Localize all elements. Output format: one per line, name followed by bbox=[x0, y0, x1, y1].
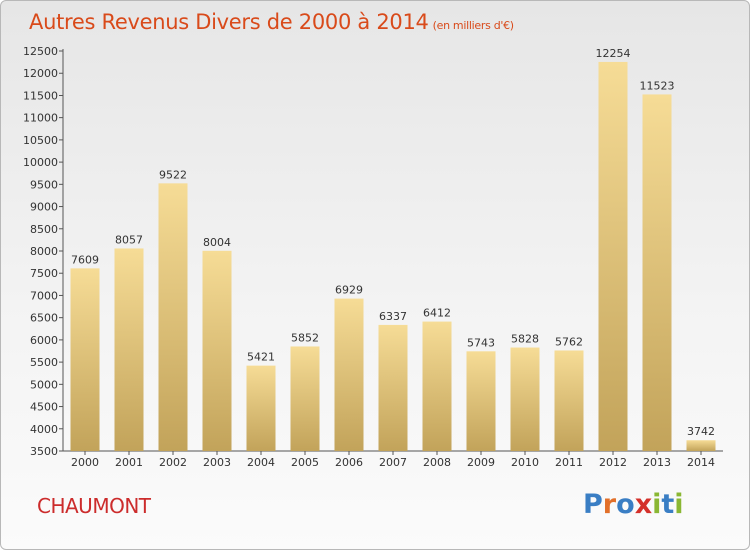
chart-title-text: Autres Revenus Divers de 2000 à 2014 bbox=[29, 10, 429, 34]
x-tick-label: 2004 bbox=[247, 456, 275, 469]
bar bbox=[686, 440, 716, 451]
y-tick-label: 6000 bbox=[30, 334, 58, 347]
bar-value-label: 6412 bbox=[423, 307, 451, 320]
x-tick-label: 2009 bbox=[467, 456, 495, 469]
bar bbox=[378, 324, 408, 451]
bar-value-label: 5762 bbox=[555, 335, 583, 348]
bar-value-label: 6337 bbox=[379, 310, 407, 323]
x-tick-label: 2013 bbox=[643, 456, 671, 469]
y-tick-label: 11500 bbox=[23, 89, 58, 102]
y-tick-label: 9500 bbox=[30, 178, 58, 191]
y-tick-label: 10000 bbox=[23, 156, 58, 169]
x-tick-label: 2011 bbox=[555, 456, 583, 469]
y-tick-label: 3500 bbox=[30, 445, 58, 458]
y-tick-label: 6500 bbox=[30, 312, 58, 325]
bar bbox=[202, 250, 232, 451]
bar-value-label: 3742 bbox=[687, 425, 715, 438]
bar-value-label: 8057 bbox=[115, 233, 143, 246]
bar bbox=[642, 94, 672, 451]
x-tick-label: 2002 bbox=[159, 456, 187, 469]
x-tick-label: 2012 bbox=[599, 456, 627, 469]
chart-title: Autres Revenus Divers de 2000 à 2014 (en … bbox=[29, 10, 514, 34]
bar-value-label: 9522 bbox=[159, 168, 187, 181]
y-tick-label: 10500 bbox=[23, 134, 58, 147]
bar-value-label: 5421 bbox=[247, 351, 275, 364]
proxiti-logo: Proxiti bbox=[583, 489, 684, 520]
bar bbox=[554, 350, 584, 451]
bar-value-label: 12254 bbox=[596, 47, 631, 60]
x-tick-label: 2008 bbox=[423, 456, 451, 469]
y-tick-label: 9000 bbox=[30, 201, 58, 214]
bar bbox=[290, 346, 320, 451]
x-tick-label: 2003 bbox=[203, 456, 231, 469]
x-tick-label: 2000 bbox=[71, 456, 99, 469]
x-tick-label: 2010 bbox=[511, 456, 539, 469]
y-tick-label: 8000 bbox=[30, 245, 58, 258]
y-tick-label: 4000 bbox=[30, 423, 58, 436]
y-tick-label: 5500 bbox=[30, 356, 58, 369]
bar-value-label: 8004 bbox=[203, 236, 231, 249]
y-tick-label: 12000 bbox=[23, 67, 58, 80]
bar bbox=[334, 298, 364, 451]
bar-value-label: 11523 bbox=[640, 79, 675, 92]
logo-letter: r bbox=[602, 489, 617, 520]
bar bbox=[598, 61, 628, 451]
bar bbox=[114, 248, 144, 451]
bar-value-label: 6929 bbox=[335, 284, 363, 297]
y-tick-label: 12500 bbox=[23, 45, 58, 58]
x-tick-label: 2014 bbox=[687, 456, 715, 469]
x-tick-label: 2007 bbox=[379, 456, 407, 469]
y-tick-label: 11000 bbox=[23, 112, 58, 125]
bar-value-label: 5743 bbox=[467, 336, 495, 349]
x-tick-label: 2001 bbox=[115, 456, 143, 469]
y-tick-label: 7500 bbox=[30, 267, 58, 280]
bar bbox=[246, 365, 276, 451]
chart-unit: (en milliers d'€) bbox=[432, 19, 514, 32]
logo-letter: x bbox=[634, 489, 653, 520]
y-tick-label: 5000 bbox=[30, 378, 58, 391]
x-tick-label: 2005 bbox=[291, 456, 319, 469]
bar bbox=[158, 183, 188, 451]
x-tick-label: 2006 bbox=[335, 456, 363, 469]
y-tick-label: 7000 bbox=[30, 289, 58, 302]
commune-name: CHAUMONT bbox=[37, 494, 151, 518]
bar bbox=[422, 321, 452, 451]
bar-value-label: 5852 bbox=[291, 331, 319, 344]
logo-letter: o bbox=[616, 489, 635, 520]
logo-letter: t bbox=[661, 489, 675, 520]
bar bbox=[510, 347, 540, 451]
logo-letter: P bbox=[583, 489, 603, 520]
bar-value-label: 7609 bbox=[71, 253, 99, 266]
y-tick-label: 8500 bbox=[30, 223, 58, 236]
y-tick-label: 4500 bbox=[30, 401, 58, 414]
logo-letter: i bbox=[652, 489, 662, 520]
bar bbox=[466, 351, 496, 451]
logo-letter: i bbox=[674, 489, 684, 520]
bar-value-label: 5828 bbox=[511, 333, 539, 346]
bar bbox=[70, 268, 100, 451]
